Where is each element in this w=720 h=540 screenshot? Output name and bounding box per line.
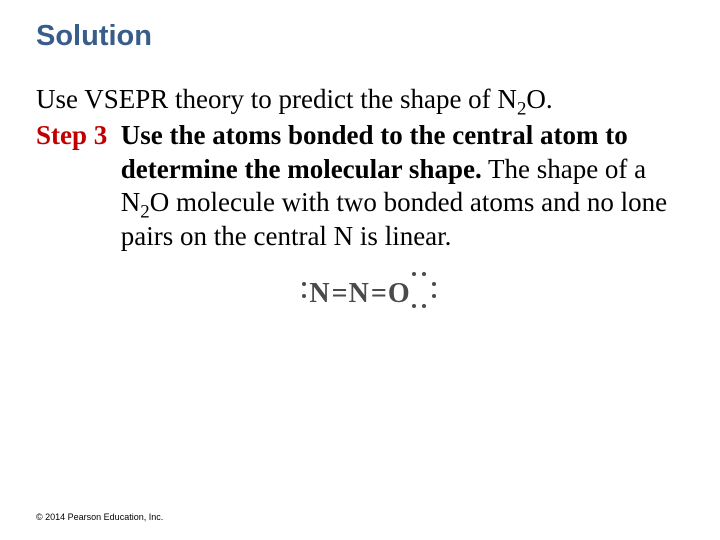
bond-1: = — [331, 278, 349, 309]
slide-title: Solution — [36, 20, 684, 53]
step-line: Step 3 Use the atoms bonded to the centr… — [36, 119, 684, 254]
intro-suffix: O. — [526, 84, 552, 114]
lone-pair-dot — [412, 272, 416, 276]
lewis-structure-wrap: N=N=O — [36, 276, 684, 311]
bond-2: = — [370, 278, 388, 309]
step-rest-suffix: O molecule with two bonded atoms and no … — [121, 187, 667, 251]
lone-pair-dot — [422, 304, 426, 308]
slide: Solution Use VSEPR theory to predict the… — [0, 0, 720, 540]
lone-pair-dot — [412, 304, 416, 308]
atom-o: O — [388, 278, 411, 309]
intro-subscript: 2 — [517, 98, 526, 119]
atom-n-center: N — [349, 278, 370, 309]
lone-pair-dot — [422, 272, 426, 276]
lone-pair-dot — [432, 294, 436, 298]
slide-body: Use VSEPR theory to predict the shape of… — [36, 83, 684, 311]
step-label-text: Step 3 — [36, 120, 107, 150]
intro-line: Use VSEPR theory to predict the shape of… — [36, 83, 684, 117]
lewis-structure: N=N=O — [309, 276, 410, 311]
step-label: Step 3 — [36, 119, 121, 153]
lone-pair-dot — [302, 282, 306, 286]
lone-pair-dot — [302, 294, 306, 298]
atom-n-left: N — [309, 278, 330, 309]
step-rest-sub: 2 — [140, 202, 149, 223]
step-text: Use the atoms bonded to the central atom… — [121, 119, 684, 254]
copyright-text: © 2014 Pearson Education, Inc. — [36, 512, 163, 522]
lone-pair-dot — [432, 282, 436, 286]
intro-prefix: Use VSEPR theory to predict the shape of… — [36, 84, 517, 114]
